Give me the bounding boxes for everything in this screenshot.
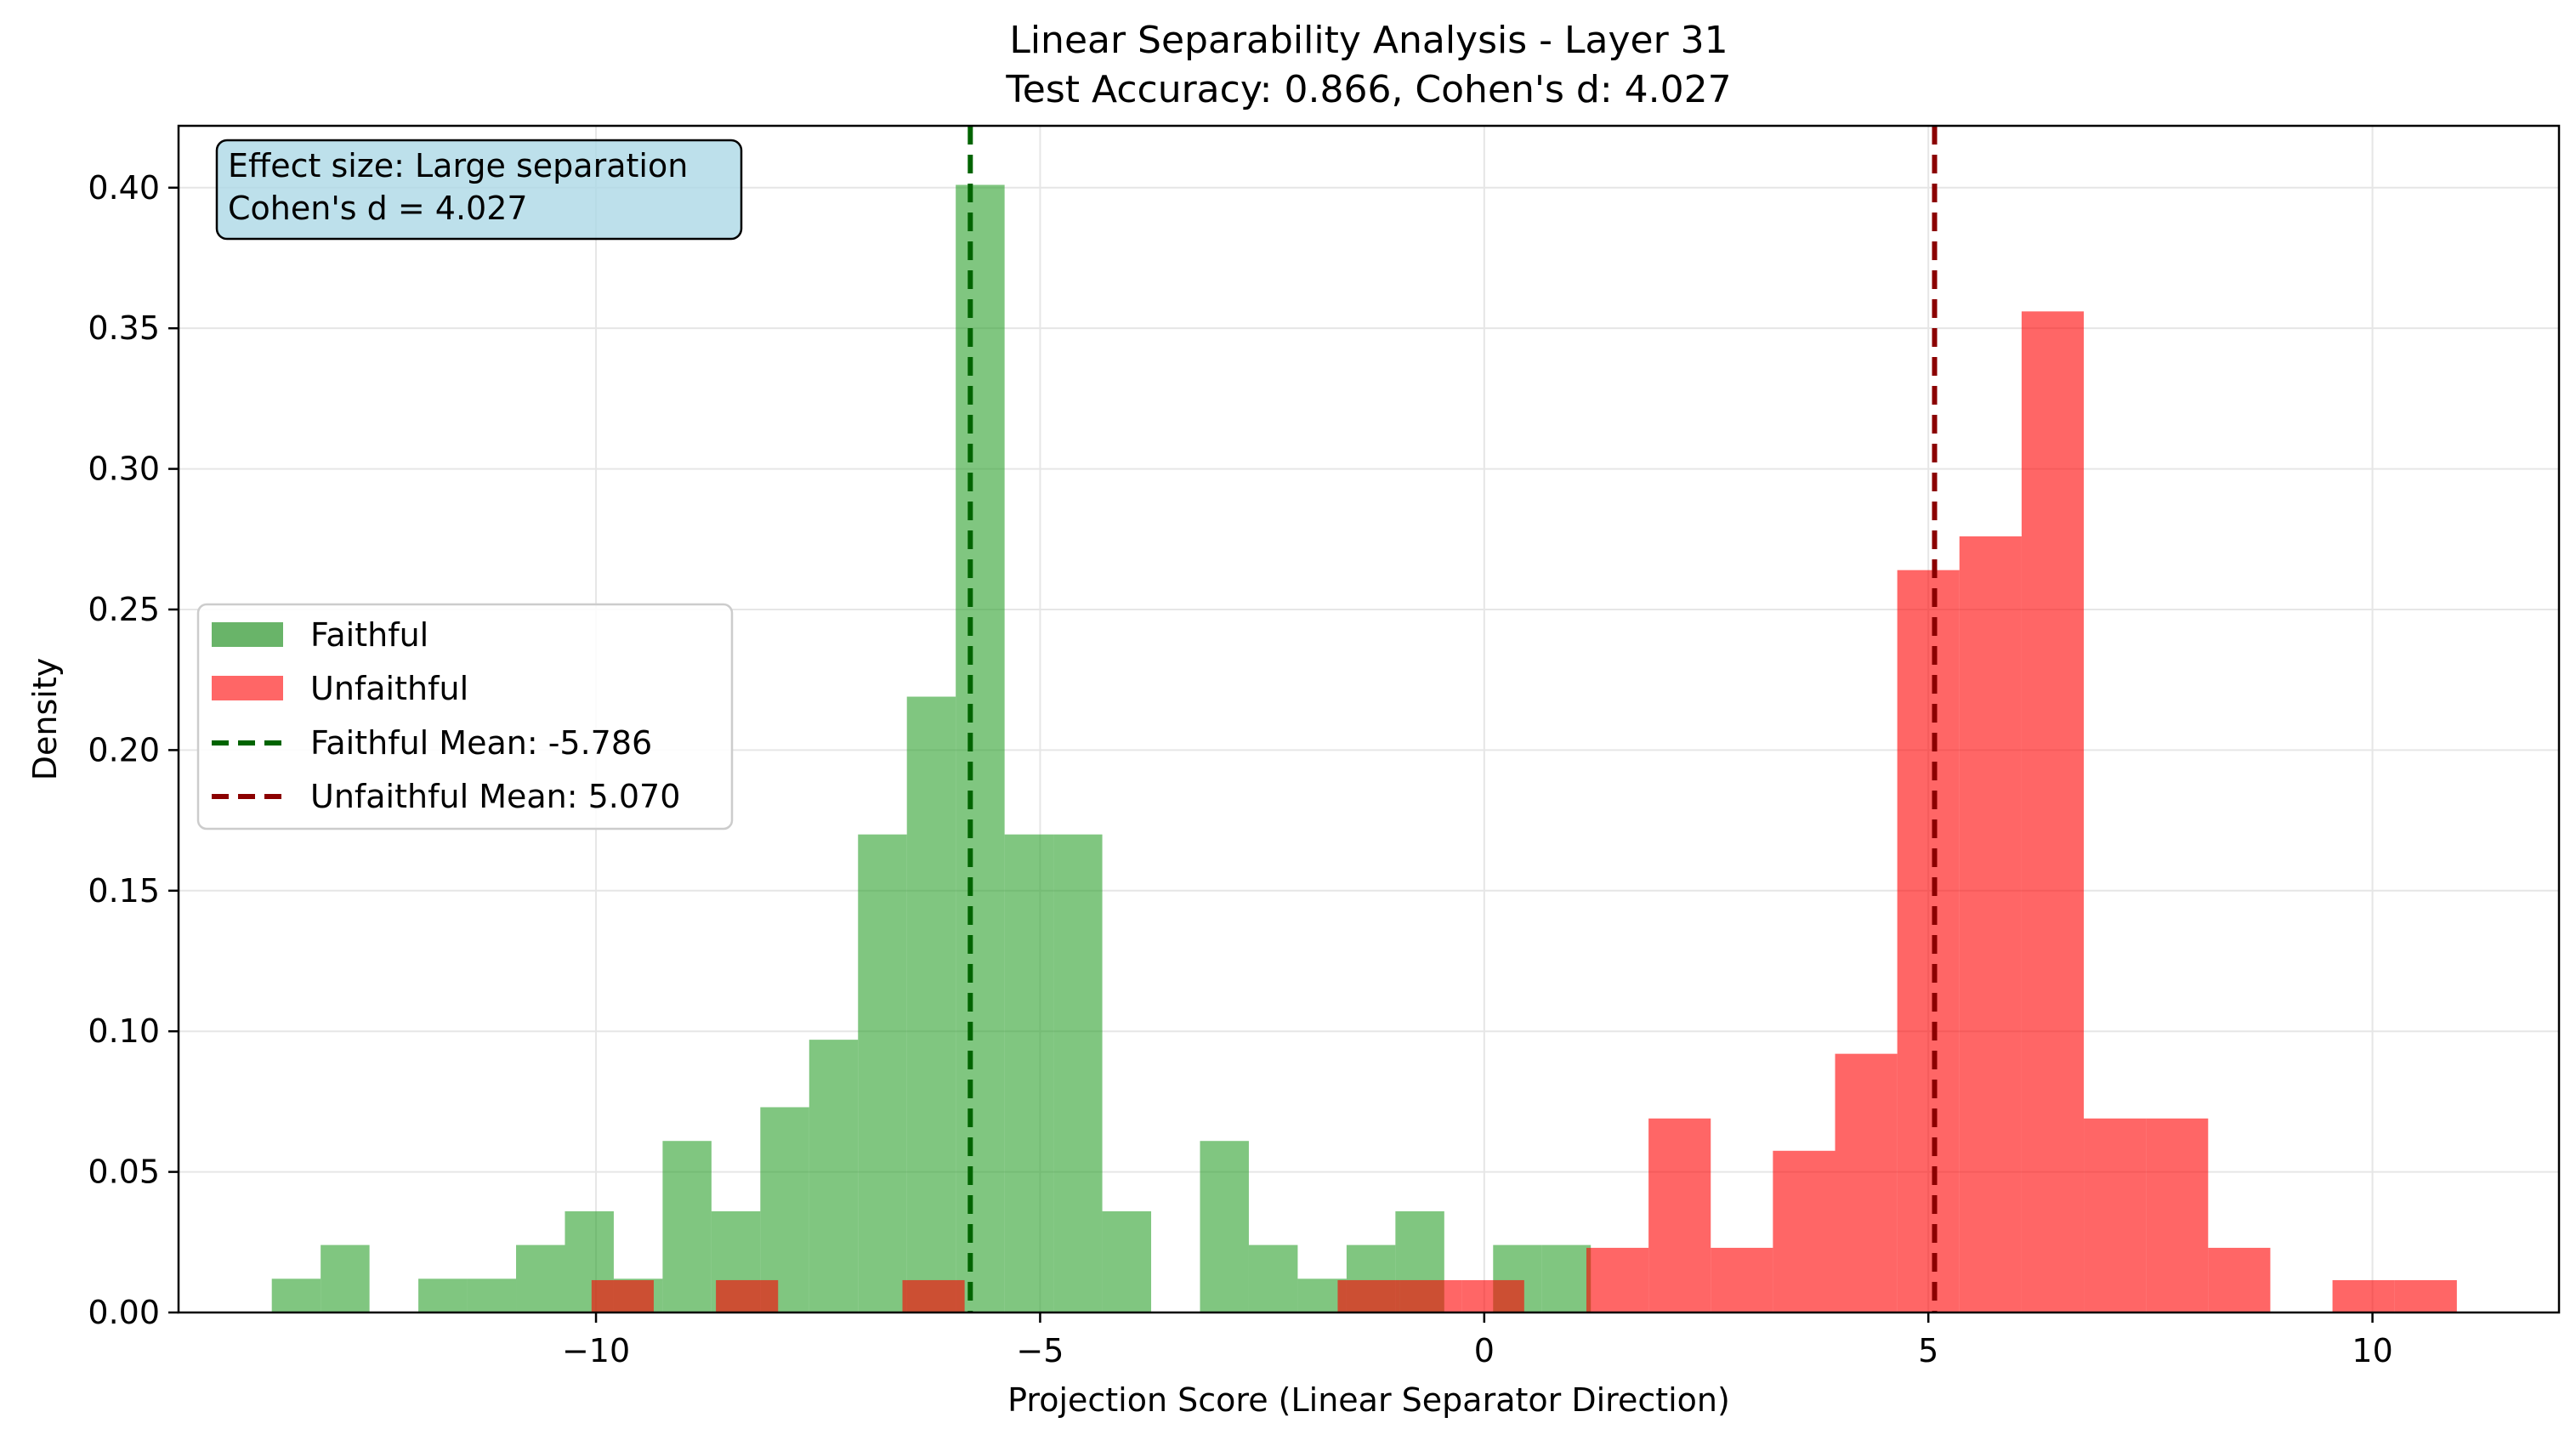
y-tick-label: 0.30 bbox=[88, 451, 160, 488]
x-axis-ticks: −10 −5 0 5 10 bbox=[562, 1312, 2393, 1369]
annotation-line-1: Effect size: Large separation bbox=[228, 147, 688, 184]
annotation-line-2: Cohen's d = 4.027 bbox=[228, 190, 528, 227]
histogram-bar-unfaithful bbox=[1773, 1150, 1836, 1312]
y-tick-label: 0.05 bbox=[88, 1154, 160, 1191]
histogram-bar-faithful bbox=[956, 184, 1005, 1312]
histogram-bar-faithful bbox=[418, 1278, 468, 1312]
histogram-bar-unfaithful bbox=[1897, 570, 1960, 1312]
x-tick-label: 0 bbox=[1474, 1332, 1495, 1369]
histogram-bar-unfaithful bbox=[1648, 1118, 1711, 1312]
histogram-bar-unfaithful bbox=[1959, 536, 2022, 1312]
y-tick-label: 0.35 bbox=[88, 309, 160, 347]
histogram-bar-unfaithful bbox=[2021, 311, 2085, 1312]
histogram-bar-unfaithful bbox=[902, 1279, 965, 1312]
y-axis-label: Density bbox=[26, 658, 64, 780]
y-tick-label: 0.10 bbox=[88, 1012, 160, 1050]
histogram-bar-faithful bbox=[1053, 834, 1103, 1312]
histogram-bar-unfaithful bbox=[2332, 1279, 2395, 1312]
x-tick-label: 10 bbox=[2352, 1332, 2392, 1369]
histogram-bar-faithful bbox=[1248, 1244, 1298, 1312]
histogram-bar-faithful bbox=[1541, 1244, 1592, 1312]
histogram-bar-faithful bbox=[858, 834, 907, 1312]
chart-subtitle: Test Accuracy: 0.866, Cohen's d: 4.027 bbox=[1005, 68, 1731, 111]
x-axis-label: Projection Score (Linear Separator Direc… bbox=[1007, 1381, 1730, 1419]
y-tick-label: 0.25 bbox=[88, 591, 160, 628]
unfaithful-bars bbox=[591, 311, 2457, 1312]
y-tick-label: 0.40 bbox=[88, 169, 160, 207]
y-tick-label: 0.15 bbox=[88, 872, 160, 910]
plot-frame bbox=[177, 124, 2561, 1314]
annotation-box: Effect size: Large separation Cohen's d … bbox=[215, 139, 743, 241]
x-tick-label: −10 bbox=[562, 1332, 630, 1369]
mean-lines bbox=[967, 126, 1938, 1312]
histogram-bar-unfaithful bbox=[1835, 1053, 1898, 1312]
histogram-bar-unfaithful bbox=[1461, 1279, 1524, 1312]
histogram-bar-unfaithful bbox=[1586, 1247, 1649, 1312]
histogram-bar-faithful bbox=[662, 1141, 712, 1312]
histogram-bar-faithful bbox=[271, 1278, 321, 1312]
legend-label-unfaithful: Unfaithful bbox=[310, 670, 468, 707]
histogram-bar-unfaithful bbox=[2394, 1279, 2457, 1312]
histogram-bar-faithful bbox=[1102, 1210, 1152, 1312]
histogram-bar-faithful bbox=[1004, 834, 1054, 1312]
histogram-bar-faithful bbox=[1200, 1141, 1249, 1312]
chart-title: Linear Separability Analysis - Layer 31 bbox=[1009, 19, 1728, 62]
histogram-bar-unfaithful bbox=[716, 1279, 779, 1312]
histogram-bar-faithful bbox=[516, 1244, 565, 1312]
histogram-bar-faithful bbox=[467, 1278, 517, 1312]
legend-swatch-unfaithful bbox=[212, 676, 283, 700]
x-tick-label: −5 bbox=[1016, 1332, 1064, 1369]
y-axis-ticks: 0.00 0.05 0.10 0.15 0.20 0.25 0.30 0.35 0.40 bbox=[88, 169, 179, 1331]
histogram-bar-unfaithful bbox=[1337, 1279, 1400, 1312]
legend-label-faithful: Faithful bbox=[310, 616, 428, 654]
histogram-bar-unfaithful bbox=[2084, 1118, 2147, 1312]
histogram-bar-faithful bbox=[809, 1040, 859, 1312]
histogram-bar-unfaithful bbox=[591, 1279, 654, 1312]
faithful-bars bbox=[271, 184, 1592, 1312]
histogram-bar-unfaithful bbox=[2146, 1118, 2209, 1312]
histogram-bar-unfaithful bbox=[1711, 1247, 1773, 1312]
legend-frame bbox=[196, 603, 734, 831]
y-tick-label: 0.00 bbox=[88, 1294, 160, 1331]
legend-label-unfaithful-mean: Unfaithful Mean: 5.070 bbox=[310, 778, 680, 815]
legend-label-faithful-mean: Faithful Mean: -5.786 bbox=[310, 724, 652, 762]
histogram-bar-unfaithful bbox=[1399, 1279, 1462, 1312]
x-tick-label: 5 bbox=[1918, 1332, 1938, 1369]
legend-swatch-faithful bbox=[212, 622, 283, 647]
histogram-bar-faithful bbox=[760, 1107, 809, 1312]
histogram-bar-faithful bbox=[321, 1244, 370, 1312]
histogram-bar-faithful bbox=[906, 696, 956, 1312]
histogram-bar-unfaithful bbox=[2208, 1247, 2271, 1312]
legend: Faithful Unfaithful Faithful Mean: -5.78… bbox=[196, 603, 734, 831]
y-tick-label: 0.20 bbox=[88, 731, 160, 768]
